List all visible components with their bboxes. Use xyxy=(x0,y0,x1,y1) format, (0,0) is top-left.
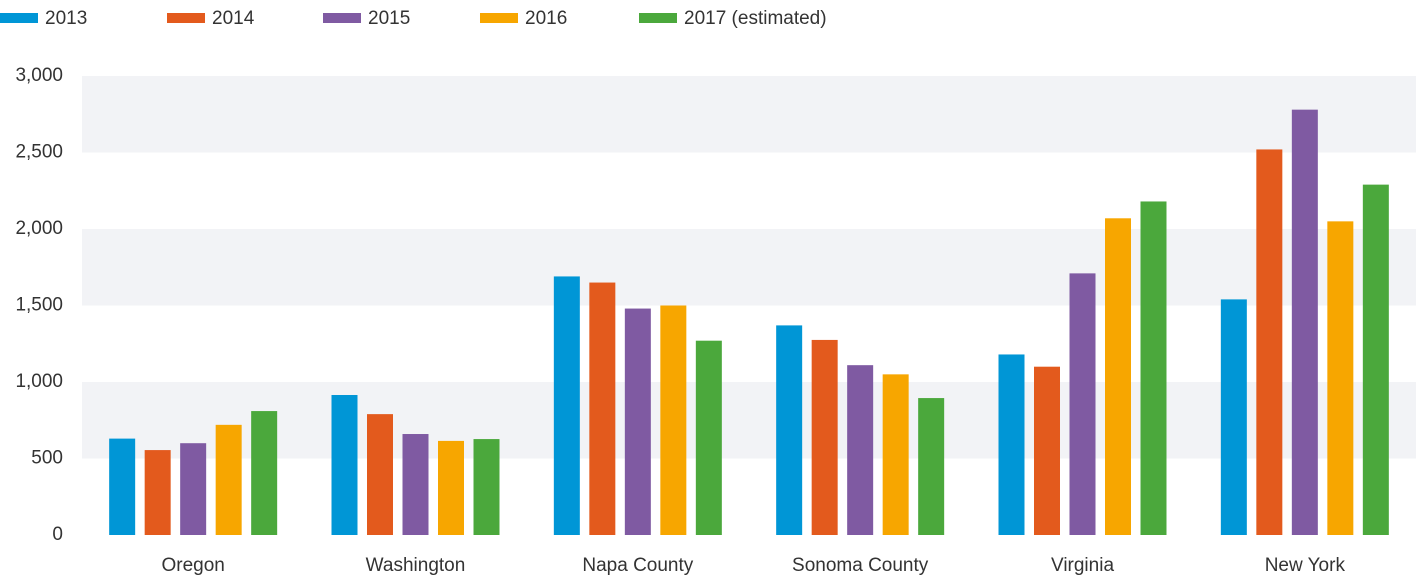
bar xyxy=(1291,109,1318,535)
bar xyxy=(144,450,171,535)
legend-swatch xyxy=(323,13,361,23)
bar xyxy=(215,424,242,535)
bar xyxy=(402,434,429,535)
y-tick-label: 1,000 xyxy=(15,371,63,392)
bar xyxy=(1362,184,1389,535)
bar xyxy=(589,282,616,535)
legend-label: 2014 xyxy=(212,8,255,29)
x-tick-label: Oregon xyxy=(161,555,224,576)
grid-band xyxy=(82,382,1416,459)
legend-swatch xyxy=(639,13,677,23)
x-tick-label: Virginia xyxy=(1051,555,1114,576)
legend-label: 2013 xyxy=(45,8,87,29)
y-tick-label: 3,000 xyxy=(15,65,63,86)
x-tick-label: Sonoma County xyxy=(792,555,929,576)
bar xyxy=(1069,273,1096,535)
legend-swatch xyxy=(167,13,205,23)
grid-band xyxy=(82,229,1416,306)
bar xyxy=(331,395,358,535)
x-tick-label: Washington xyxy=(366,555,466,576)
bar xyxy=(1327,221,1354,535)
bar xyxy=(251,411,278,535)
bar xyxy=(367,414,393,535)
bar xyxy=(811,339,838,535)
bar xyxy=(776,325,803,535)
bar xyxy=(998,354,1025,535)
y-tick-label: 2,500 xyxy=(15,142,63,163)
bar xyxy=(1220,299,1247,535)
bar xyxy=(1140,201,1167,535)
x-tick-label: Napa County xyxy=(582,555,693,576)
legend-label: 2017 (estimated) xyxy=(684,8,827,29)
bar xyxy=(1034,366,1060,535)
x-tick-label: New York xyxy=(1265,555,1346,576)
legend-swatch xyxy=(480,13,518,23)
bar xyxy=(473,439,500,535)
bar xyxy=(695,340,722,535)
bar xyxy=(438,440,464,535)
bar xyxy=(918,398,945,535)
y-tick-label: 2,000 xyxy=(15,218,63,239)
bar xyxy=(553,276,580,535)
bar xyxy=(1105,218,1131,536)
legend-label: 2015 xyxy=(368,8,410,29)
bar xyxy=(109,438,136,535)
legend-swatch xyxy=(0,13,38,23)
grid-band xyxy=(82,76,1416,153)
legend-label: 2016 xyxy=(525,8,567,29)
y-tick-label: 0 xyxy=(52,524,63,545)
bar xyxy=(180,443,207,535)
bar xyxy=(660,305,687,535)
y-tick-label: 500 xyxy=(31,448,63,469)
y-tick-label: 1,500 xyxy=(15,295,63,316)
bar xyxy=(624,308,651,535)
bar xyxy=(847,365,874,535)
bar xyxy=(1256,149,1283,535)
bar xyxy=(882,374,909,535)
